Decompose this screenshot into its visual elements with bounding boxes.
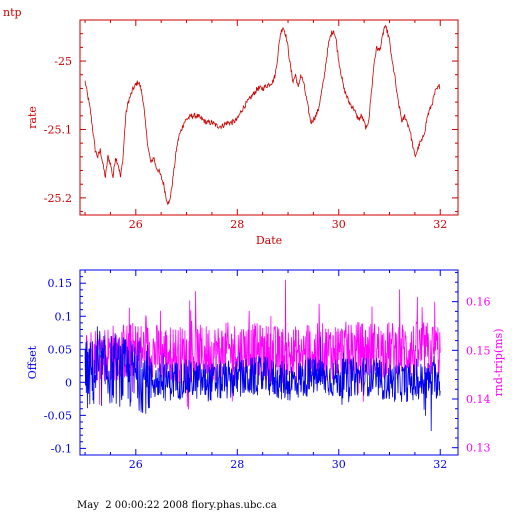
plot-frame [79, 19, 459, 216]
y-right-tick-label: 0.13 [466, 442, 491, 455]
y-right-tick-label: 0.14 [466, 393, 491, 406]
y-tick-label: 0.1 [55, 310, 73, 323]
y-tick-label: -25.1 [44, 123, 72, 136]
x-tick-label: 30 [332, 458, 346, 471]
x-tick-label: 28 [230, 218, 244, 231]
offset-panel: 26 28 30 32 0.15 0.1 0.05 0 -0.05 -0.1 0.16 0.15 0.1… [26, 269, 505, 471]
y-tick-label: -0.05 [44, 409, 72, 422]
y-right-tick-label: 0.15 [466, 344, 491, 357]
y-right-axis-label: rnd-trip(ms) [492, 329, 505, 397]
x-tick-label: 32 [433, 218, 447, 231]
y-tick-label: -25 [54, 55, 72, 68]
footer-text: May 2 00:00:22 2008 flory.phas.ubc.ca [77, 500, 277, 511]
y-axis-label: rate [26, 106, 39, 129]
y-tick-label: 0.05 [48, 343, 73, 356]
y-axis-label: Offset [26, 345, 39, 379]
y-tick-label: -25.2 [44, 192, 72, 205]
offset-series-line [84, 326, 441, 432]
rate-panel: 26 28 30 32 -25 -25.1 -25.2 rate Date [26, 19, 459, 247]
x-tick-label: 26 [129, 218, 143, 231]
roundtrip-series-line [84, 279, 441, 410]
x-tick-label: 28 [230, 458, 244, 471]
chart-title: ntp [3, 6, 22, 19]
x-axis-label: Date [256, 234, 282, 247]
x-tick-label: 26 [129, 458, 143, 471]
y-tick-label: -0.1 [51, 442, 72, 455]
y-tick-label: 0.15 [48, 277, 73, 290]
y-right-tick-label: 0.16 [466, 296, 491, 309]
x-tick-label: 30 [332, 218, 346, 231]
y-tick-label: 0 [65, 376, 72, 389]
x-tick-label: 32 [433, 458, 447, 471]
rate-series-line [84, 24, 441, 206]
